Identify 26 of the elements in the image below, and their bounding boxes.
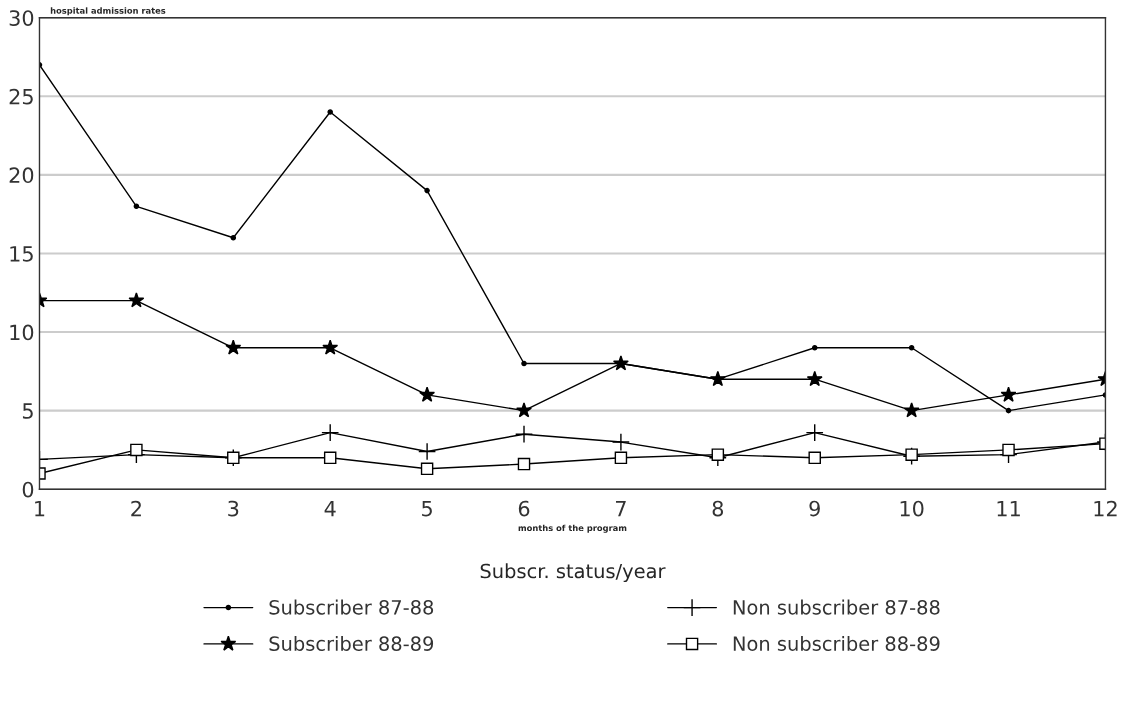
x-axis-title: months of the program [518, 524, 627, 533]
y-tick-label: 20 [9, 167, 34, 184]
x-tick-label: 3 [228, 500, 239, 517]
y-tick-label: 30 [9, 10, 34, 26]
y-tick-label: 15 [10, 246, 33, 262]
x-tick-label: 12 [1094, 500, 1117, 517]
x-tick-label: 11 [997, 500, 1020, 517]
y-tick-label: 5 [22, 403, 33, 419]
legend-label: Subscriber 87-88 [269, 599, 434, 615]
y-tick-label: 10 [10, 324, 34, 341]
legend-label: Subscriber 88-89 [269, 635, 434, 651]
legend-title: Subscr. status/year [480, 563, 666, 583]
y-tick-label: 25 [9, 88, 33, 105]
y-tick-label: 0 [22, 481, 34, 498]
x-tick-label: 8 [712, 500, 724, 517]
legend-label: Non subscriber 87-88 [733, 599, 940, 615]
x-tick-label: 1 [35, 500, 45, 517]
x-tick-label: 6 [518, 500, 530, 517]
x-tick-label: 4 [324, 500, 336, 517]
x-tick-label: 7 [615, 500, 626, 517]
legend-label: Non subscriber 88-89 [733, 635, 940, 651]
x-tick-label: 2 [131, 500, 141, 517]
x-tick-label: 9 [809, 500, 820, 517]
y-axis-title: hospital admission rates [50, 7, 166, 16]
x-tick-label: 5 [422, 500, 432, 517]
x-tick-label: 10 [900, 500, 924, 517]
